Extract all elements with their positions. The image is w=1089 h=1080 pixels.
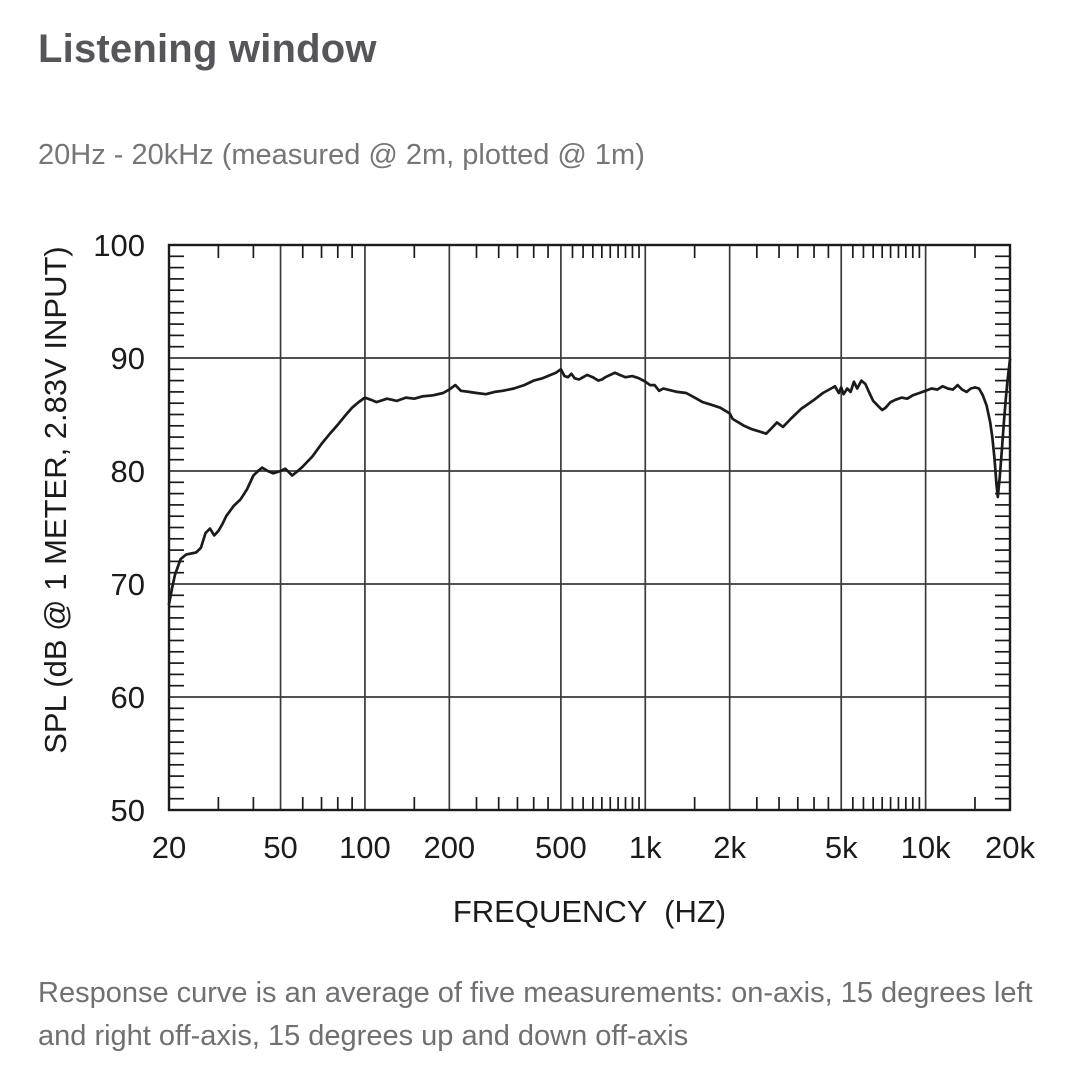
x-axis-title: FREQUENCY (HZ) [453, 894, 726, 929]
x-tick-label: 200 [423, 830, 475, 865]
y-tick-label: 70 [111, 567, 145, 602]
chart-subtitle: 20Hz - 20kHz (measured @ 2m, plotted @ 1… [38, 139, 645, 171]
spl-frequency-plot: 20 50 100 200 500 1k 2k 5k 10k 20k5060708090100FR… [38, 228, 1035, 929]
x-tick-label: 500 [535, 830, 587, 865]
x-tick-label: 10k [901, 830, 951, 865]
y-tick-label: 90 [111, 341, 145, 376]
y-axis-title: SPL (dB @ 1 METER, 2.83V INPUT) [38, 246, 73, 754]
y-tick-label: 60 [111, 680, 145, 715]
page-title: Listening window [38, 27, 377, 71]
y-tick-label: 80 [111, 454, 145, 489]
x-tick-label: 2k [713, 830, 746, 865]
response-curve [167, 357, 1012, 606]
y-tick-label: 50 [111, 793, 145, 828]
x-tick-label: 20 [152, 830, 186, 865]
x-tick-label: 100 [339, 830, 391, 865]
x-tick-label: 50 [263, 830, 297, 865]
x-tick-label: 20k [985, 830, 1035, 865]
x-tick-label: 1k [629, 830, 662, 865]
y-tick-label: 100 [93, 228, 145, 263]
frequency-response-chart: 20 50 100 200 500 1k 2k 5k 10k 20k 50 60 70 80 90 100 FR… [0, 210, 1089, 950]
plot-frame [167, 243, 1012, 812]
chart-caption: Response curve is an average of five mea… [38, 977, 1033, 1052]
x-tick-label: 5k [825, 830, 858, 865]
